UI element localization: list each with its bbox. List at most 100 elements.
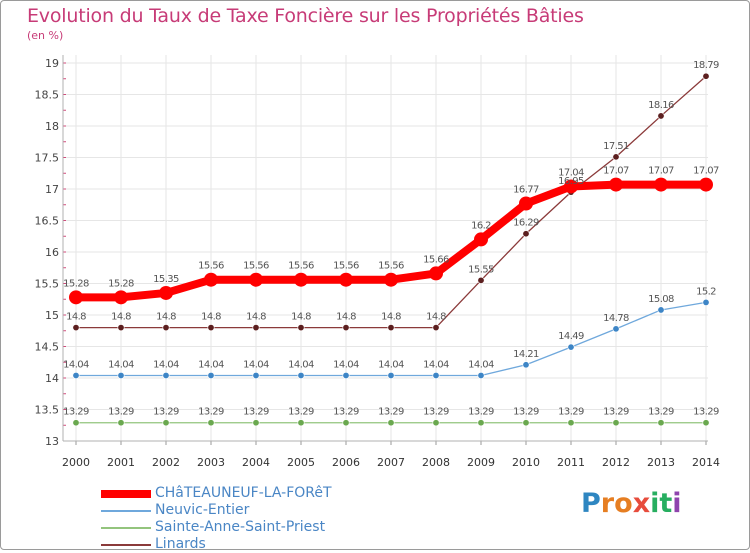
legend-label: Sainte-Anne-Saint-Priest [155, 519, 326, 535]
data-label-linards: 14.8 [381, 312, 401, 323]
data-point-sainte-anne-saint-priest [522, 419, 530, 427]
data-label-linards: 14.8 [156, 312, 176, 323]
data-point-sainte-anne-saint-priest [657, 419, 665, 427]
data-point-neuvic-entier [567, 343, 575, 351]
data-label-ch-teauneuf-la-for-t: 15.35 [153, 274, 179, 285]
data-label-ch-teauneuf-la-for-t: 15.56 [333, 261, 359, 272]
data-point-linards [657, 112, 665, 120]
logo-letter: i [650, 488, 660, 519]
y-tick-label: 16 [45, 246, 59, 259]
data-point-sainte-anne-saint-priest [567, 419, 575, 427]
data-point-ch-teauneuf-la-for-t [429, 266, 443, 281]
data-point-ch-teauneuf-la-for-t [69, 290, 83, 305]
logo-letter: r [600, 488, 615, 519]
data-label-linards: 14.8 [426, 312, 446, 323]
data-label-neuvic-entier: 14.04 [198, 359, 224, 370]
data-point-neuvic-entier [162, 371, 170, 379]
data-point-linards [432, 324, 440, 332]
data-label-linards: 18.79 [693, 60, 719, 71]
data-point-ch-teauneuf-la-for-t [699, 177, 713, 192]
data-label-sainte-anne-saint-priest: 13.29 [198, 407, 224, 418]
data-label-ch-teauneuf-la-for-t: 15.28 [63, 278, 89, 289]
data-label-sainte-anne-saint-priest: 13.29 [243, 407, 269, 418]
y-tick-label: 15 [45, 309, 59, 322]
data-point-ch-teauneuf-la-for-t [384, 272, 398, 287]
data-label-neuvic-entier: 14.04 [378, 359, 404, 370]
data-label-sainte-anne-saint-priest: 13.29 [603, 407, 629, 418]
y-tick-label: 17.5 [35, 152, 60, 165]
y-tick-label: 13 [45, 435, 59, 448]
data-label-ch-teauneuf-la-for-t: 16.77 [513, 184, 539, 195]
data-point-neuvic-entier [297, 371, 305, 379]
y-tick-label: 16.5 [35, 215, 60, 228]
x-tick-label: 2014 [692, 456, 720, 469]
data-point-sainte-anne-saint-priest [612, 419, 620, 427]
data-point-neuvic-entier [432, 371, 440, 379]
data-label-linards: 18.16 [648, 100, 674, 111]
x-tick-label: 2006 [332, 456, 360, 469]
data-label-ch-teauneuf-la-for-t: 15.56 [198, 261, 224, 272]
plot-area [63, 55, 708, 441]
data-point-linards [522, 230, 530, 238]
data-point-ch-teauneuf-la-for-t [474, 232, 488, 247]
data-point-ch-teauneuf-la-for-t [519, 196, 533, 211]
data-label-linards: 14.8 [246, 312, 266, 323]
legend-swatch [101, 510, 151, 512]
data-point-sainte-anne-saint-priest [207, 419, 215, 427]
data-label-ch-teauneuf-la-for-t: 17.07 [603, 166, 629, 177]
data-point-linards [612, 153, 620, 161]
data-label-ch-teauneuf-la-for-t: 15.56 [378, 261, 404, 272]
x-tick-label: 2013 [647, 456, 675, 469]
y-tick-label: 14.5 [35, 341, 60, 354]
data-label-sainte-anne-saint-priest: 13.29 [693, 407, 719, 418]
data-label-sainte-anne-saint-priest: 13.29 [648, 407, 674, 418]
x-tick-label: 2010 [512, 456, 540, 469]
legend-swatch [101, 490, 151, 498]
data-point-ch-teauneuf-la-for-t [294, 272, 308, 287]
data-label-sainte-anne-saint-priest: 13.29 [333, 407, 359, 418]
data-label-neuvic-entier: 14.21 [513, 349, 539, 360]
data-point-neuvic-entier [72, 371, 80, 379]
x-tick-label: 2011 [557, 456, 585, 469]
data-label-linards: 14.8 [201, 312, 221, 323]
data-point-neuvic-entier [252, 371, 260, 379]
data-label-neuvic-entier: 14.04 [333, 359, 359, 370]
data-point-ch-teauneuf-la-for-t [204, 272, 218, 287]
data-label-ch-teauneuf-la-for-t: 15.66 [423, 254, 449, 265]
data-point-linards [702, 72, 710, 80]
data-label-ch-teauneuf-la-for-t: 17.04 [558, 167, 584, 178]
data-label-sainte-anne-saint-priest: 13.29 [423, 407, 449, 418]
data-point-ch-teauneuf-la-for-t [564, 179, 578, 194]
y-tick-label: 13.5 [35, 404, 60, 417]
data-label-neuvic-entier: 14.04 [108, 359, 134, 370]
data-label-sainte-anne-saint-priest: 13.29 [513, 407, 539, 418]
data-label-sainte-anne-saint-priest: 13.29 [378, 407, 404, 418]
data-label-linards: 17.51 [603, 141, 629, 152]
y-tick-label: 18 [45, 120, 59, 133]
x-tick-label: 2004 [242, 456, 270, 469]
x-tick-label: 2012 [602, 456, 630, 469]
legend-swatch [101, 527, 151, 529]
data-point-linards [72, 324, 80, 332]
data-label-neuvic-entier: 14.04 [288, 359, 314, 370]
legend-label: Linards [155, 536, 206, 552]
logo-letter: P [581, 488, 601, 519]
data-label-sainte-anne-saint-priest: 13.29 [63, 407, 89, 418]
data-label-neuvic-entier: 14.04 [63, 359, 89, 370]
data-label-linards: 16.29 [513, 218, 539, 229]
data-point-sainte-anne-saint-priest [432, 419, 440, 427]
data-point-neuvic-entier [612, 325, 620, 333]
y-tick-label: 19 [45, 57, 59, 70]
y-tick-label: 14 [45, 372, 59, 385]
data-point-ch-teauneuf-la-for-t [249, 272, 263, 287]
legend-swatch [101, 544, 151, 546]
y-tick-label: 15.5 [35, 278, 60, 291]
logo-letter: x [632, 488, 651, 519]
data-point-linards [162, 324, 170, 332]
y-tick-label: 17 [45, 183, 59, 196]
data-point-neuvic-entier [477, 371, 485, 379]
data-point-linards [297, 324, 305, 332]
data-point-ch-teauneuf-la-for-t [339, 272, 353, 287]
data-point-neuvic-entier [702, 298, 710, 306]
